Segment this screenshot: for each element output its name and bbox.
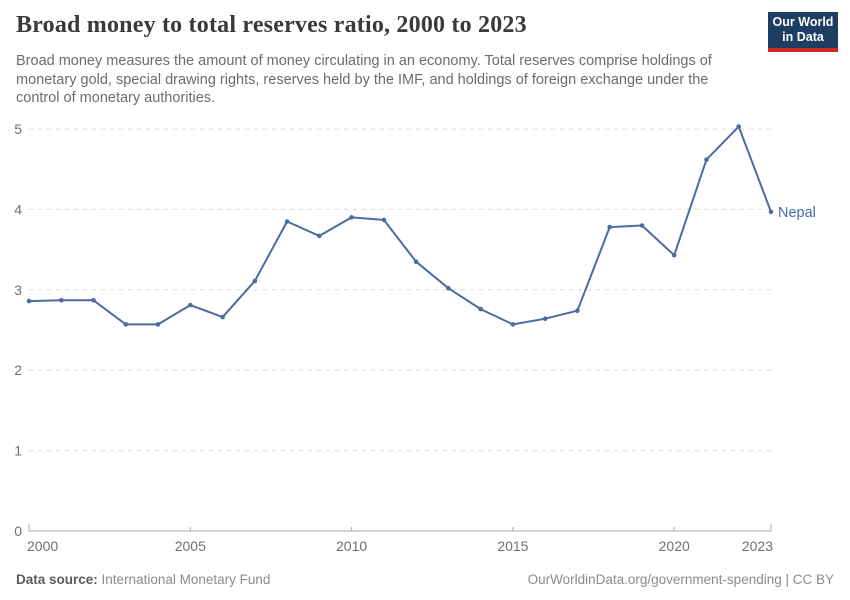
data-point-marker xyxy=(446,285,451,291)
data-point-marker xyxy=(607,224,612,230)
data-point-marker xyxy=(768,209,774,215)
data-point-marker xyxy=(317,233,322,239)
data-point-marker xyxy=(575,308,580,314)
x-tick-label: 2000 xyxy=(27,538,58,554)
owid-logo-line2: in Data xyxy=(782,30,824,44)
data-point-marker xyxy=(26,298,32,304)
data-source: Data source: International Monetary Fund xyxy=(16,572,270,587)
x-tick-label: 2010 xyxy=(336,538,367,554)
y-tick-label: 3 xyxy=(14,282,22,298)
data-point-marker xyxy=(252,278,258,284)
chart-title: Broad money to total reserves ratio, 200… xyxy=(16,12,527,38)
data-point-marker xyxy=(220,314,225,320)
data-point-marker xyxy=(478,306,484,312)
data-point-marker xyxy=(704,157,709,162)
data-point-marker xyxy=(736,124,741,129)
data-point-marker xyxy=(413,259,419,265)
owid-logo-line1: Our World xyxy=(772,15,834,29)
series-line xyxy=(28,125,772,326)
x-tick-label: 2023 xyxy=(742,538,773,554)
chart-subtitle: Broad money measures the amount of money… xyxy=(16,53,712,107)
x-tick-label: 2020 xyxy=(659,538,690,554)
data-point-marker xyxy=(349,215,354,220)
x-tick-label: 2005 xyxy=(175,538,206,554)
y-tick-label: 2 xyxy=(14,362,22,378)
data-point-marker xyxy=(542,316,548,322)
data-source-value: International Monetary Fund xyxy=(101,572,271,587)
y-tick-label: 4 xyxy=(14,201,22,217)
x-tick-label: 2015 xyxy=(497,538,528,554)
data-point-marker xyxy=(155,322,161,327)
data-point-marker xyxy=(91,298,96,303)
data-point-marker xyxy=(381,217,387,223)
data-point-marker xyxy=(639,223,645,228)
attribution: OurWorldinData.org/government-spending |… xyxy=(527,572,834,587)
y-tick-label: 0 xyxy=(14,523,22,539)
data-point-marker xyxy=(671,252,677,258)
y-tick-label: 5 xyxy=(14,121,22,137)
data-point-marker xyxy=(510,322,516,327)
series-end-label: Nepal xyxy=(778,205,816,221)
owid-logo: Our World in Data xyxy=(768,12,838,52)
data-source-label: Data source: xyxy=(16,572,98,587)
data-point-marker xyxy=(59,298,64,303)
y-tick-label: 1 xyxy=(14,443,22,459)
data-point-marker xyxy=(123,322,129,327)
data-point-marker xyxy=(188,302,193,308)
data-point-marker xyxy=(284,219,290,224)
